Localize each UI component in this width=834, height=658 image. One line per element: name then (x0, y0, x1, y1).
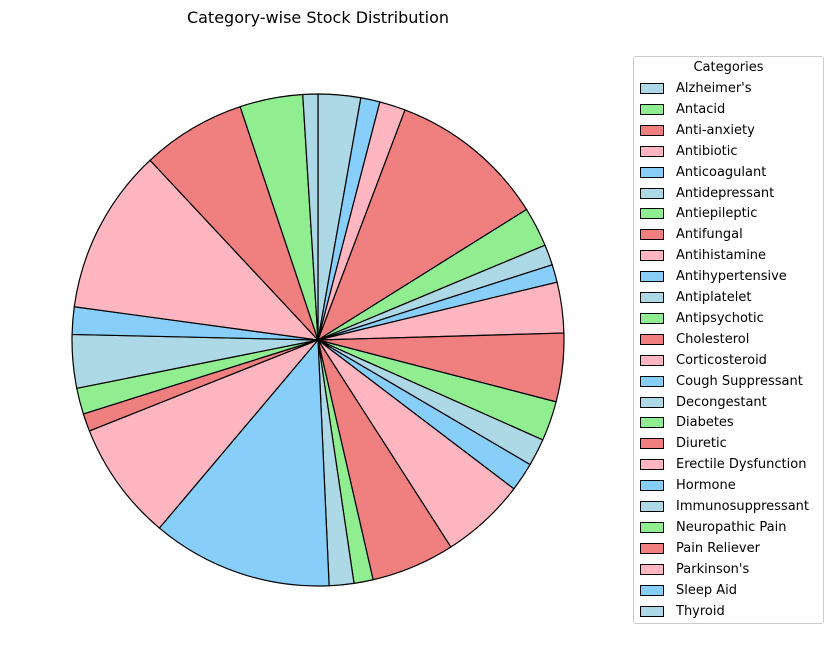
legend-item: Anti-anxiety (640, 123, 822, 139)
legend-swatch (640, 83, 664, 94)
legend-swatch (640, 124, 664, 136)
legend-swatch (640, 563, 664, 575)
legend-item: Neuropathic Pain (640, 520, 822, 536)
legend-item: Antiepileptic (640, 206, 822, 222)
pie-slice-22 (73, 159, 319, 341)
legend-swatch (640, 584, 664, 596)
legend-label: Antiplatelet (676, 290, 752, 305)
legend-label: Antibiotic (676, 143, 738, 159)
legend-swatch (640, 521, 664, 533)
legend-label: Antifungal (676, 227, 743, 243)
legend-item: Antihypertensive (640, 269, 822, 285)
legend-label: Immunosuppressant (676, 499, 810, 514)
legend-label: Antidepressant (676, 185, 775, 201)
legend-item: Diuretic (640, 436, 822, 452)
legend-item: Antacid (640, 102, 822, 118)
legend-item: Parkinson's (640, 562, 822, 578)
legend-title: Categories (693, 60, 764, 75)
pie-slices (71, 93, 565, 587)
legend-item: Erectile Dysfunction (640, 457, 822, 473)
legend-swatch (640, 459, 664, 471)
legend-swatch (640, 480, 664, 492)
legend-label: Diuretic (676, 436, 727, 452)
legend-item: Anticoagulant (640, 165, 822, 181)
legend-item: Hormone (640, 478, 822, 494)
legend-item: Antibiotic (640, 144, 822, 160)
legend-swatch (640, 501, 664, 512)
legend-label: Anticoagulant (676, 164, 767, 180)
legend-swatch (640, 396, 664, 408)
legend-swatch (640, 292, 664, 303)
legend-item: Antifungal (640, 227, 822, 243)
legend-label: Decongestant (676, 394, 767, 410)
legend-swatch (640, 605, 664, 617)
legend-item: Antihistamine (640, 248, 822, 264)
legend-label: Antihistamine (676, 248, 767, 264)
legend-item: Antiplatelet (640, 290, 822, 306)
legend-item: Cholesterol (640, 332, 822, 348)
legend-swatch (640, 438, 664, 450)
legend-item: Antipsychotic (640, 311, 822, 327)
legend-label: Cholesterol (676, 331, 750, 347)
legend-label: Neuropathic Pain (676, 519, 787, 535)
legend-label: Antipsychotic (676, 310, 764, 326)
legend-swatch (640, 375, 664, 387)
legend-item: Cough Suppressant (640, 374, 822, 390)
legend-label: Parkinson's (676, 561, 750, 577)
legend-label: Pain Reliever (676, 540, 760, 556)
legend-swatch (640, 187, 664, 199)
pie-slice-23 (149, 106, 319, 341)
legend-item: Decongestant (640, 395, 822, 411)
legend-swatch (640, 271, 664, 283)
legend-swatch (640, 333, 664, 345)
pie-slice-3 (317, 109, 528, 341)
legend: Categories Alzheimer's Antacid Anti-anxiet… (633, 56, 824, 624)
legend-item: Immunosuppressant (640, 499, 822, 515)
legend-swatch (640, 145, 664, 157)
legend-swatch (640, 103, 664, 115)
legend-label: Antacid (676, 101, 726, 117)
legend-label: Erectile Dysfunction (676, 457, 807, 473)
legend-swatch (640, 542, 664, 554)
pie-slice-25 (302, 93, 319, 341)
legend-swatch (640, 229, 664, 241)
legend-item: Corticosteroid (640, 353, 822, 369)
legend-swatch (640, 354, 664, 366)
legend-label: Cough Suppressant (676, 373, 803, 389)
legend-item: Antidepressant (640, 186, 822, 202)
legend-item: Sleep Aid (640, 583, 822, 599)
chart-title: Category-wise Stock Distribution (186, 8, 450, 27)
legend-swatch (640, 250, 664, 262)
pie-slice-17 (88, 339, 319, 529)
legend-item: Pain Reliever (640, 541, 822, 557)
pie-slice-16 (158, 339, 330, 587)
legend-label: Anti-anxiety (676, 122, 755, 138)
legend-label: Thyroid (676, 603, 725, 619)
legend-item: Diabetes (640, 415, 822, 431)
legend-swatch (640, 208, 664, 220)
legend-label: Sleep Aid (676, 582, 738, 598)
legend-item: Alzheimer's (640, 81, 822, 97)
legend-label: Antihypertensive (676, 269, 787, 285)
legend-item: Thyroid (640, 604, 822, 620)
legend-swatch (640, 312, 664, 324)
legend-swatch (640, 166, 664, 178)
legend-swatch (640, 417, 664, 429)
legend-label: Corticosteroid (676, 352, 767, 368)
legend-label: Diabetes (676, 415, 734, 431)
legend-label: Antiepileptic (676, 206, 758, 222)
legend-label: Alzheimer's (676, 81, 752, 96)
legend-label: Hormone (676, 478, 736, 494)
